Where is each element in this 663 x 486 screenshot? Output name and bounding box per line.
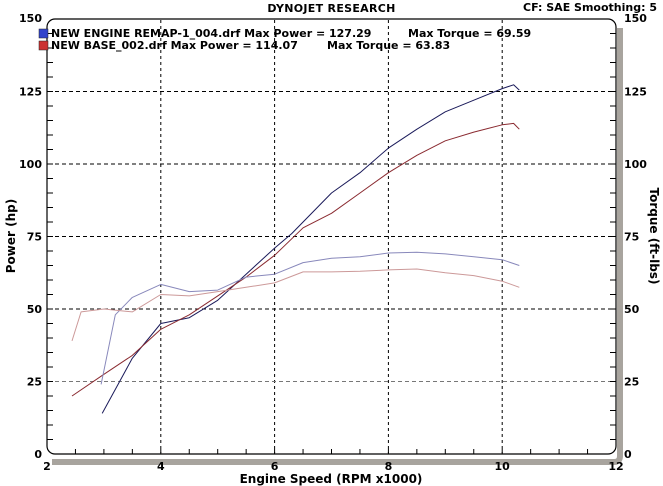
- base-power-curve: [71, 122, 520, 397]
- y-right-tick-label: 150: [624, 12, 647, 25]
- y-left-tick-label: 50: [27, 303, 43, 316]
- y-right-tick-label: 0: [624, 448, 632, 461]
- x-tick-label: 4: [157, 460, 165, 473]
- y-right-tick-label: 100: [624, 158, 647, 171]
- y-left-tick-label: 25: [27, 376, 42, 389]
- frame-shadow: [52, 28, 623, 465]
- legend-swatch-remap: [38, 28, 49, 39]
- x-tick-label: 10: [495, 460, 511, 473]
- legend: NEW ENGINE REMAP-1_004.drf Max Power = 1…: [38, 27, 531, 52]
- chart-title: DYNOJET RESEARCH: [267, 2, 396, 15]
- y-right-tick-label: 125: [624, 86, 647, 99]
- axis-ticks: [47, 33, 616, 454]
- y-right-tick-label: 75: [624, 231, 639, 244]
- legend-label-base: NEW BASE_002.drf Max Power = 114.07: [51, 39, 298, 52]
- x-tick-label: 12: [608, 460, 623, 473]
- y-left-tick-label: 0: [34, 448, 42, 461]
- correction-factor-info: CF: SAE Smoothing: 5: [523, 1, 657, 14]
- y-left-tick-label: 125: [19, 86, 42, 99]
- y-axis-left-title: Power (hp): [4, 199, 18, 273]
- legend-torque-base: Max Torque = 63.83: [327, 39, 450, 52]
- remap-power-curve: [101, 84, 520, 414]
- y-left-tick-label: 150: [19, 12, 42, 25]
- gridlines: [48, 20, 615, 453]
- legend-swatch-base: [38, 40, 49, 51]
- y-left-tick-label: 100: [19, 158, 42, 171]
- y-right-tick-label: 25: [624, 376, 639, 389]
- base-torque-curve: [71, 268, 520, 342]
- remap-torque-curve: [100, 251, 520, 385]
- x-tick-label: 6: [271, 460, 279, 473]
- x-tick-label: 2: [43, 460, 51, 473]
- y-right-tick-label: 50: [624, 303, 640, 316]
- y-left-tick-label: 75: [27, 231, 42, 244]
- legend-torque-remap: Max Torque = 69.59: [408, 27, 531, 40]
- y-axis-right-title: Torque (ft-lbs): [647, 188, 661, 285]
- data-curves: [71, 84, 520, 414]
- x-tick-label: 8: [385, 460, 393, 473]
- x-axis-title: Engine Speed (RPM x1000): [240, 472, 423, 486]
- legend-label-remap: NEW ENGINE REMAP-1_004.drf Max Power = 1…: [51, 27, 371, 40]
